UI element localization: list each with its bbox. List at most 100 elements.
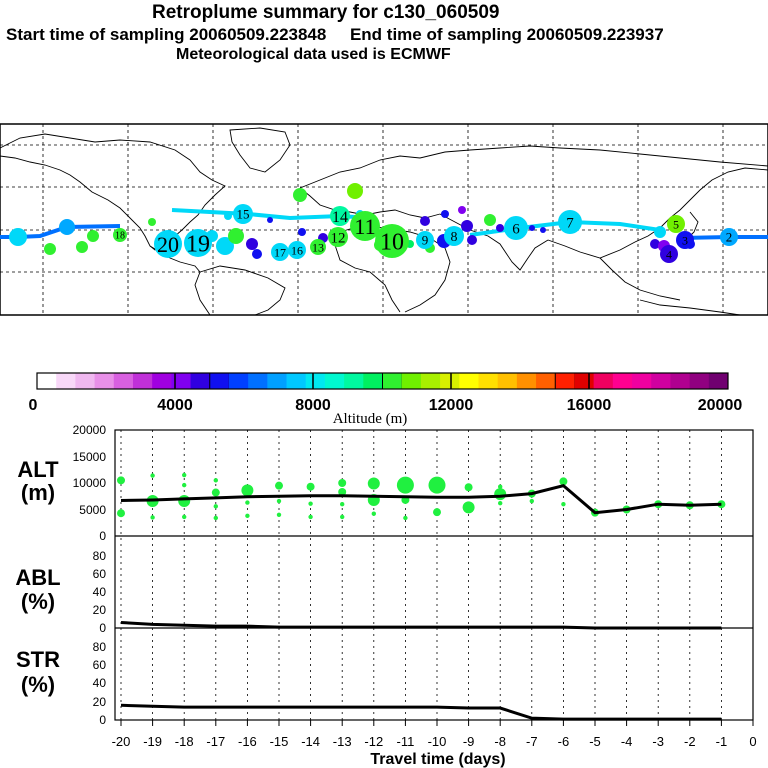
x-tick-label: -10	[428, 734, 447, 749]
str-series-line	[120, 703, 722, 721]
alt-scatter-point	[150, 473, 155, 478]
alt-scatter-point	[245, 500, 250, 505]
x-tick-label: -13	[333, 734, 352, 749]
x-tick-label: -4	[621, 734, 633, 749]
alt-scatter-point	[433, 508, 441, 517]
str-ytick-80: 80	[93, 640, 107, 654]
track-label-4: 4	[666, 247, 672, 261]
track-marker-15	[233, 204, 253, 224]
colorbar-cell	[632, 373, 652, 389]
alt-scatter-point	[308, 514, 313, 520]
x-axis-label: Travel time (days)	[370, 751, 505, 768]
x-tick-label: -20	[112, 734, 131, 749]
alt-scatter-point	[494, 488, 507, 501]
alt-scatter-point	[276, 512, 282, 517]
colorbar-cell	[612, 373, 633, 389]
track-marker-2	[720, 228, 738, 246]
str-ytick-20: 20	[93, 695, 107, 709]
colorbar-cell	[670, 373, 691, 389]
plume-dot	[420, 216, 430, 226]
track-label-16: 16	[291, 243, 303, 257]
track-label-9: 9	[422, 233, 429, 248]
track-marker-20	[154, 230, 182, 258]
alt-label: ALT	[17, 457, 59, 482]
colorbar-cell	[132, 373, 153, 389]
colorbar-cell	[75, 373, 95, 389]
x-tick-label: -7	[526, 734, 538, 749]
x-tick-label: -14	[301, 734, 320, 749]
alt-scatter-point	[338, 479, 347, 487]
x-tick-label: -5	[589, 734, 601, 749]
plume-dot	[9, 228, 27, 246]
alt-ytick-15000: 15000	[73, 450, 107, 464]
colorbar-cell	[344, 373, 364, 389]
track-marker-19	[184, 229, 212, 257]
plume-dot	[298, 228, 306, 236]
track-label-12: 12	[331, 230, 346, 246]
track-marker-18	[113, 228, 127, 242]
alt-scatter-point	[245, 513, 250, 519]
alt-scatter-point	[117, 476, 125, 485]
colorbar-cell	[440, 373, 460, 389]
colorbar-cell	[478, 373, 499, 389]
colorbar-cell	[708, 373, 729, 389]
track-marker-4	[660, 245, 678, 263]
plume-dot	[87, 230, 99, 242]
colorbar-cell	[152, 373, 172, 389]
track-marker-12	[328, 227, 348, 247]
alt-unit: (m)	[21, 480, 55, 505]
alt-scatter-point	[150, 515, 155, 520]
plume-dot	[654, 226, 666, 238]
plume-dot	[496, 224, 504, 232]
colorbar-cell	[94, 373, 115, 389]
plume-dot	[458, 206, 466, 214]
track-marker-6	[504, 216, 528, 240]
abl-ytick-80: 80	[93, 549, 107, 563]
plume-dot	[216, 237, 234, 255]
track-label-5: 5	[673, 217, 679, 231]
colorbar-cell	[37, 373, 57, 389]
x-tick-label: -9	[463, 734, 475, 749]
alt-scatter-point	[182, 472, 187, 478]
abl-ytick-40: 40	[93, 585, 107, 599]
str-ytick-40: 40	[93, 676, 107, 690]
track-marker-8	[444, 226, 464, 246]
alt-scatter-point	[464, 483, 473, 492]
x-tick-label: -12	[364, 734, 383, 749]
track-line-atlantic	[171, 208, 371, 221]
alt-scatter-point	[561, 502, 566, 507]
track-label-6: 6	[512, 221, 520, 237]
colorbar-cell	[171, 373, 191, 389]
alt-scatter-point	[117, 509, 125, 518]
plume-dot	[252, 249, 262, 259]
colorbar-cell	[420, 373, 441, 389]
track-label-13: 13	[312, 240, 324, 254]
alt-scatter-point	[498, 500, 503, 506]
abl-ytick-60: 60	[93, 567, 107, 581]
plume-dot	[540, 227, 546, 233]
alt-scatter-point	[498, 484, 503, 489]
alt-scatter-point	[371, 511, 376, 516]
sampling-times: Start time of sampling 20060509.223848 E…	[6, 25, 664, 44]
alt-scatter-point	[396, 476, 414, 494]
track-label-10: 10	[380, 230, 404, 256]
colorbar-cell	[248, 373, 268, 389]
track-label-19: 19	[186, 232, 210, 258]
str-label: STR	[16, 647, 60, 672]
track-marker-16	[288, 241, 306, 259]
plume-dot	[44, 243, 56, 255]
track-marker-17	[271, 243, 289, 261]
x-tick-label: -15	[270, 734, 289, 749]
track-label-3: 3	[682, 233, 688, 247]
alt-scatter-point	[462, 501, 475, 514]
track-label-2: 2	[726, 230, 733, 245]
day-gridlines	[120, 430, 722, 720]
map-frame	[0, 123, 768, 316]
x-tick-label: -8	[494, 734, 506, 749]
x-axis-ticks: -20 -19 -18 -17 -16 -15 -14 -13 -12 -11 -10 -9 -8 -7-…	[112, 720, 757, 749]
abl-ytick-0: 0	[99, 621, 106, 635]
alt-scatter-point	[367, 477, 380, 490]
colorbar-cell	[536, 373, 556, 389]
